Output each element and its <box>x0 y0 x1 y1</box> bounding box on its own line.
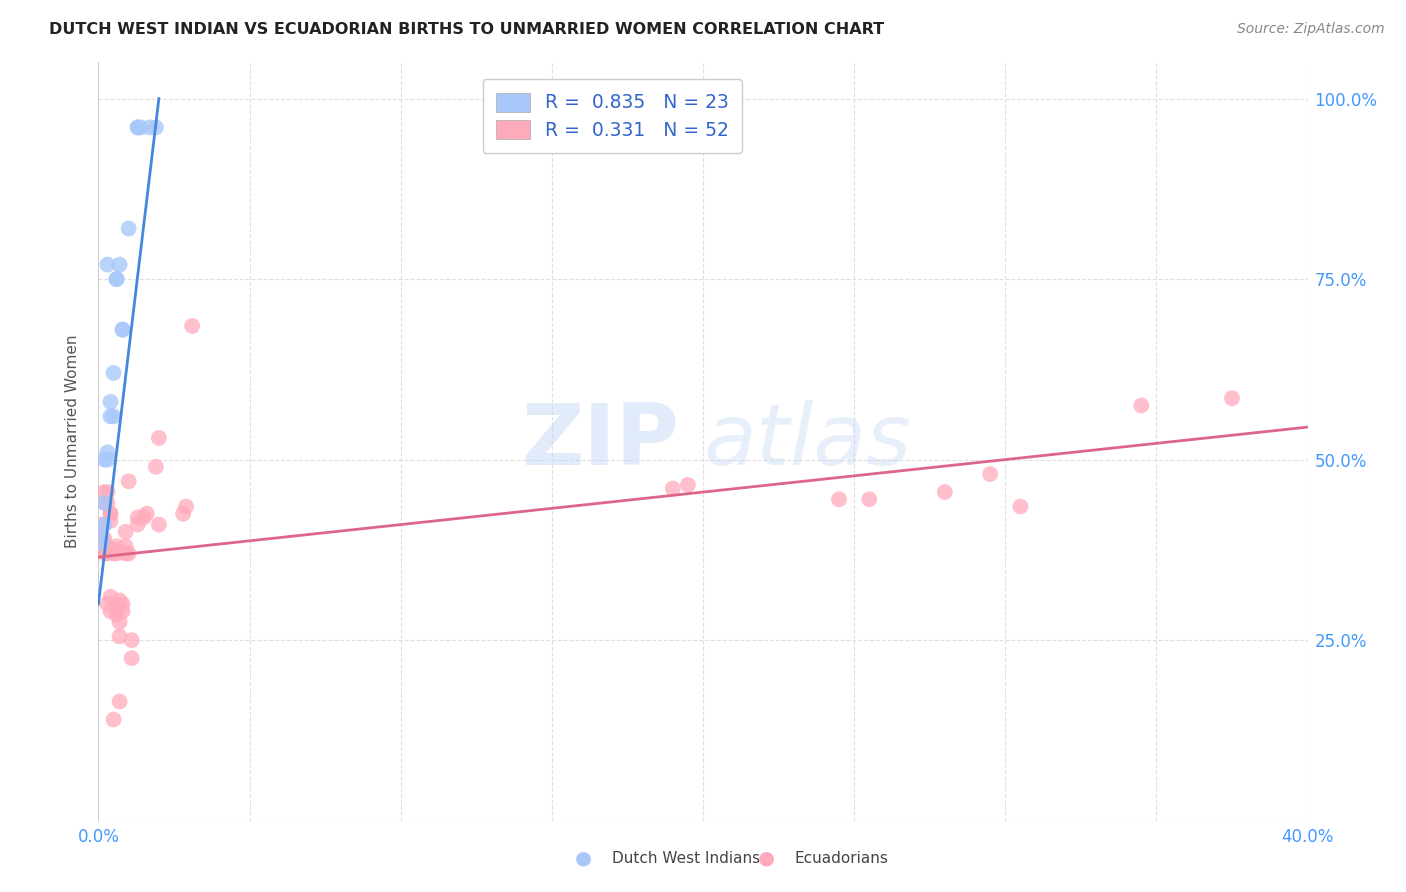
Point <box>103 546 125 560</box>
Point <box>111 597 134 611</box>
Point <box>96 539 118 553</box>
Point <box>934 485 956 500</box>
Point <box>114 524 136 539</box>
Point <box>127 120 149 135</box>
Point <box>96 258 118 272</box>
Point <box>93 452 115 467</box>
Text: ZIP: ZIP <box>522 400 679 483</box>
Text: atlas: atlas <box>703 400 911 483</box>
Point <box>118 546 141 560</box>
Point <box>174 500 197 514</box>
Point <box>93 546 115 560</box>
Point <box>111 323 134 337</box>
Point <box>93 485 115 500</box>
Point <box>139 120 162 135</box>
Point <box>181 318 204 333</box>
Point <box>100 507 122 521</box>
Point <box>108 258 131 272</box>
Point <box>105 272 128 286</box>
Point <box>148 517 170 532</box>
Point <box>118 221 141 235</box>
Point <box>96 546 118 560</box>
Point <box>127 120 149 135</box>
Point <box>103 409 125 424</box>
Point <box>828 492 851 507</box>
Point <box>132 510 155 524</box>
Y-axis label: Births to Unmarried Women: Births to Unmarried Women <box>65 334 80 549</box>
Point <box>121 651 143 665</box>
Point <box>90 542 112 557</box>
Point <box>103 542 125 557</box>
Point <box>145 120 167 135</box>
Point <box>90 528 112 542</box>
Point <box>96 496 118 510</box>
Point <box>135 507 157 521</box>
Point <box>100 394 122 409</box>
Text: Source: ZipAtlas.com: Source: ZipAtlas.com <box>1237 22 1385 37</box>
Point <box>93 517 115 532</box>
Point <box>105 546 128 560</box>
Point <box>108 694 131 708</box>
Point <box>105 600 128 615</box>
Point <box>1010 500 1032 514</box>
Point <box>100 542 122 557</box>
Point <box>103 366 125 380</box>
Text: DUTCH WEST INDIAN VS ECUADORIAN BIRTHS TO UNMARRIED WOMEN CORRELATION CHART: DUTCH WEST INDIAN VS ECUADORIAN BIRTHS T… <box>49 22 884 37</box>
Point <box>93 539 115 553</box>
Text: Dutch West Indians: Dutch West Indians <box>612 851 759 865</box>
Point <box>172 507 194 521</box>
Point <box>105 272 128 286</box>
Point <box>129 120 152 135</box>
Point <box>1130 399 1153 413</box>
Point <box>676 478 699 492</box>
Point <box>105 607 128 622</box>
Point <box>1220 391 1243 405</box>
Point <box>103 713 125 727</box>
Point <box>100 590 122 604</box>
Point <box>127 517 149 532</box>
Point <box>90 535 112 549</box>
Point <box>127 510 149 524</box>
Point <box>90 528 112 542</box>
Point <box>114 539 136 553</box>
Point <box>93 496 115 510</box>
Point <box>93 496 115 510</box>
Point <box>93 532 115 546</box>
Point <box>90 517 112 532</box>
Point <box>100 409 122 424</box>
Point <box>108 593 131 607</box>
Point <box>121 633 143 648</box>
Point <box>858 492 880 507</box>
Point <box>96 542 118 557</box>
Text: ●: ● <box>575 848 592 868</box>
Point <box>96 485 118 500</box>
Point <box>111 604 134 618</box>
Text: ●: ● <box>758 848 775 868</box>
Point <box>96 452 118 467</box>
Point <box>979 467 1001 481</box>
Point <box>111 323 134 337</box>
Point <box>108 615 131 629</box>
Point <box>100 507 122 521</box>
Point <box>118 475 141 489</box>
Point <box>148 431 170 445</box>
Point <box>145 459 167 474</box>
Point <box>93 542 115 557</box>
Point <box>96 445 118 459</box>
Point <box>105 539 128 553</box>
Text: Ecuadorians: Ecuadorians <box>794 851 889 865</box>
Point <box>96 597 118 611</box>
Legend: R =  0.835   N = 23, R =  0.331   N = 52: R = 0.835 N = 23, R = 0.331 N = 52 <box>482 79 741 153</box>
Point <box>100 604 122 618</box>
Point <box>90 535 112 549</box>
Point <box>100 514 122 528</box>
Point <box>114 546 136 560</box>
Point <box>108 630 131 644</box>
Point <box>661 482 683 496</box>
